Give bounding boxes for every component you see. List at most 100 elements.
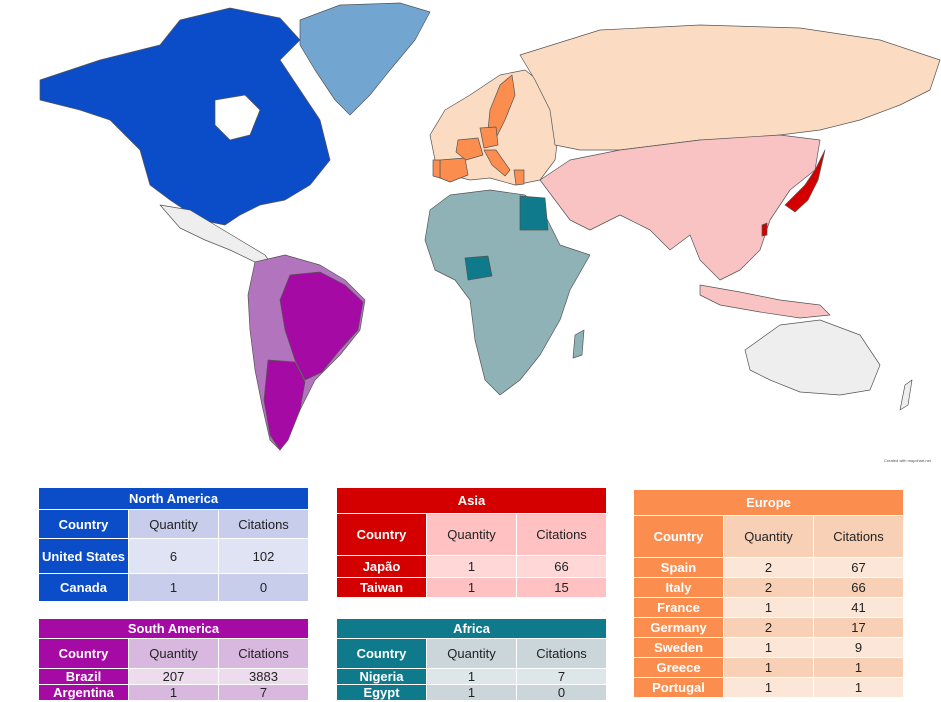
citations-cell: 3883 (217, 668, 310, 685)
country-cell: Germany (633, 617, 724, 638)
citations-cell: 1 (813, 657, 904, 678)
table-row: Greece 1 1 (633, 657, 904, 678)
greenland (299, 2, 431, 116)
north-america-table: North America Country Quantity Citations… (37, 487, 310, 602)
table-row: Brazil 207 3883 (38, 668, 310, 685)
south-america-table: South America Country Quantity Citations… (37, 618, 310, 701)
country-cell: Italy (633, 577, 724, 598)
citations-cell: 67 (813, 557, 904, 578)
country-cell: Sweden (633, 637, 724, 658)
table-row: Taiwan 1 15 (336, 577, 608, 598)
quantity-cell: 1 (426, 577, 517, 598)
quantity-cell: 1 (128, 573, 219, 602)
col-quantity: Quantity (128, 638, 219, 669)
asia-title: Asia (335, 487, 608, 514)
africa-title: Africa (335, 618, 608, 639)
quantity-cell: 1 (426, 555, 517, 578)
col-country: Country (336, 513, 427, 556)
quantity-cell: 2 (723, 617, 814, 638)
citations-cell: 0 (515, 684, 608, 701)
quantity-cell: 207 (128, 668, 219, 685)
table-row: Japão 1 66 (336, 555, 608, 578)
country-cell: Portugal (633, 677, 724, 698)
africa-landmass (424, 189, 591, 396)
table-row: Italy 2 66 (633, 577, 904, 598)
australia (744, 319, 881, 396)
asia-landmass (539, 134, 821, 281)
citations-cell: 1 (813, 677, 904, 698)
north-america-title: North America (37, 487, 310, 510)
country-cell: France (633, 597, 724, 618)
quantity-cell: 2 (723, 557, 814, 578)
country-cell: United States (38, 538, 129, 574)
italy (483, 149, 511, 177)
citations-cell: 66 (813, 577, 904, 598)
citations-cell: 9 (813, 637, 904, 658)
citations-cell: 41 (813, 597, 904, 618)
col-citations: Citations (515, 638, 608, 669)
col-quantity: Quantity (723, 515, 814, 558)
country-cell: Taiwan (336, 577, 427, 598)
portugal (432, 159, 441, 179)
citations-cell: 0 (217, 573, 310, 602)
table-row: Portugal 1 1 (633, 677, 904, 698)
quantity-cell: 6 (128, 538, 219, 574)
new-zealand (899, 379, 913, 411)
col-quantity: Quantity (426, 638, 517, 669)
col-citations: Citations (515, 513, 608, 556)
quantity-cell: 1 (723, 657, 814, 678)
col-country: Country (38, 638, 129, 669)
quantity-cell: 2 (723, 577, 814, 598)
col-quantity: Quantity (128, 509, 219, 539)
table-row: Sweden 1 9 (633, 637, 904, 658)
col-citations: Citations (217, 638, 310, 669)
france (455, 137, 484, 161)
russia (519, 24, 941, 151)
citations-cell: 15 (515, 577, 608, 598)
north-america-landmass (39, 7, 331, 226)
germany (479, 126, 499, 149)
country-cell: Spain (633, 557, 724, 578)
country-cell: Nigeria (336, 668, 427, 685)
europe-table: Europe Country Quantity Citations Spain … (633, 489, 904, 698)
nigeria (464, 255, 493, 281)
country-cell: Greece (633, 657, 724, 678)
citations-cell: 102 (217, 538, 310, 574)
greece (513, 169, 525, 186)
citations-cell: 7 (515, 668, 608, 685)
table-row: Nigeria 1 7 (336, 668, 608, 685)
indonesia (699, 284, 831, 319)
col-country: Country (38, 509, 129, 539)
table-row: Egypt 1 0 (336, 684, 608, 701)
taiwan (761, 222, 768, 237)
col-country: Country (336, 638, 427, 669)
table-row: United States 6 102 (38, 538, 310, 574)
citations-cell: 17 (813, 617, 904, 638)
country-cell: Argentina (38, 684, 129, 701)
brazil (279, 271, 364, 381)
table-row: Argentina 1 7 (38, 684, 310, 701)
country-cell: Japão (336, 555, 427, 578)
south-america-title: South America (37, 618, 310, 639)
quantity-cell: 1 (723, 677, 814, 698)
table-row: Canada 1 0 (38, 573, 310, 602)
quantity-cell: 1 (723, 597, 814, 618)
argentina (263, 359, 306, 451)
table-row: Germany 2 17 (633, 617, 904, 638)
quantity-cell: 1 (723, 637, 814, 658)
map-credit: Created with mapchart.net (884, 458, 931, 463)
col-citations: Citations (813, 515, 904, 558)
asia-table: Asia Country Quantity Citations Japão 1 … (335, 487, 608, 598)
col-quantity: Quantity (426, 513, 517, 556)
egypt (519, 195, 549, 231)
table-row: France 1 41 (633, 597, 904, 618)
madagascar (572, 329, 585, 359)
col-citations: Citations (217, 509, 310, 539)
country-cell: Brazil (38, 668, 129, 685)
citations-cell: 7 (217, 684, 310, 701)
japan (784, 149, 826, 213)
hudson-bay (214, 94, 261, 141)
africa-table: Africa Country Quantity Citations Nigeri… (335, 618, 608, 701)
col-country: Country (633, 515, 724, 558)
quantity-cell: 1 (426, 684, 517, 701)
